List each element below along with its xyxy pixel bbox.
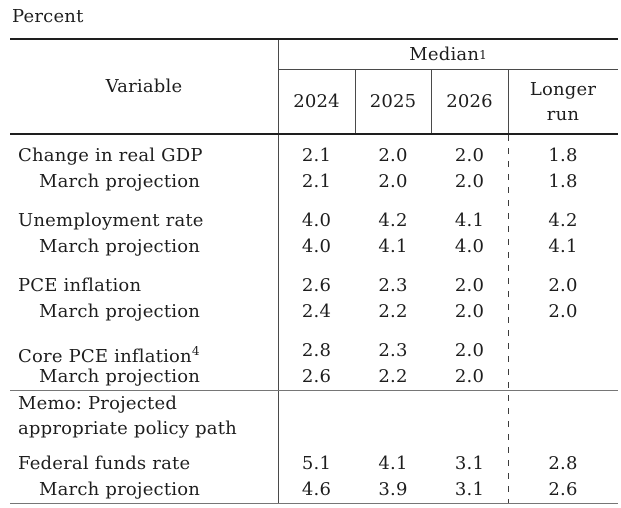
cell-value: 1.8 <box>548 145 578 166</box>
table-row: Federal funds rate 5.1 4.1 3.1 2.8 <box>10 451 618 477</box>
cell-value: 2.2 <box>378 301 408 322</box>
cell-value: 2.0 <box>378 145 408 166</box>
table-row: Core PCE inflation4 2.8 2.3 2.0 <box>10 338 618 367</box>
cell-value: 4.1 <box>454 210 485 231</box>
year-header-2025: 2025 <box>369 91 417 112</box>
cell-value: 2.4 <box>301 301 332 322</box>
row-label: Federal funds rate <box>18 453 191 474</box>
year-column-divider <box>355 69 356 133</box>
cell-value: 3.9 <box>378 479 408 500</box>
cell-value: 2.0 <box>548 275 578 296</box>
memo-label-line2: appropriate policy path <box>18 418 237 439</box>
memo-gap <box>10 441 618 451</box>
cell-value: 2.0 <box>548 301 578 322</box>
memo-section-rule <box>10 390 618 391</box>
cell-value: 2.0 <box>454 171 485 192</box>
row-label: March projection <box>39 366 201 387</box>
cell-value: 3.1 <box>454 453 485 474</box>
variable-header-label: Variable <box>105 76 183 97</box>
cell-value <box>508 338 618 364</box>
longer-run-header-line2: run <box>546 103 580 125</box>
cell-value: 4.2 <box>548 210 578 231</box>
cell-value: 2.8 <box>301 340 332 361</box>
economic-projections-table: Variable Median 1 2024 2025 2026 Longer r… <box>10 38 618 504</box>
footnote-marker: 1 <box>479 47 487 62</box>
row-label: March projection <box>39 236 201 257</box>
longer-run-column-divider <box>508 69 509 133</box>
variable-column-divider <box>278 40 279 503</box>
row-label: PCE inflation <box>18 275 142 296</box>
table-row: March projection 2.6 2.2 2.0 <box>10 364 618 390</box>
cell-value: 2.1 <box>301 171 332 192</box>
cell-value: 4.0 <box>454 236 485 257</box>
median-header-rule <box>278 69 618 70</box>
cell-value: 1.8 <box>548 171 578 192</box>
cell-value: 2.2 <box>378 366 408 387</box>
cell-value: 4.0 <box>301 210 332 231</box>
longer-run-dashed-divider <box>508 135 509 503</box>
cell-value: 2.1 <box>301 145 332 166</box>
row-label: Core PCE inflation4 <box>10 338 278 367</box>
table-row: PCE inflation 2.6 2.3 2.0 2.0 <box>10 273 618 299</box>
cell-value: 2.6 <box>548 479 578 500</box>
cell-value: 5.1 <box>301 453 332 474</box>
header-bottom-rule <box>10 133 618 135</box>
row-label-text: Core PCE inflation <box>18 346 192 367</box>
median-column-header: Median 1 <box>278 40 618 69</box>
footnote-marker: 4 <box>191 344 200 358</box>
cell-value: 4.0 <box>301 236 332 257</box>
memo-label-line1: Memo: Projected <box>18 393 178 414</box>
unit-label: Percent <box>12 6 84 27</box>
longer-run-header-line1: Longer <box>529 78 597 100</box>
row-label: Change in real GDP <box>18 145 203 166</box>
cell-value <box>508 364 618 390</box>
cell-value: 4.1 <box>548 236 578 257</box>
cell-value: 2.3 <box>378 340 408 361</box>
cell-value: 2.6 <box>301 275 332 296</box>
year-header-2026: 2026 <box>446 91 493 112</box>
cell-value: 2.6 <box>301 366 332 387</box>
row-label: March projection <box>39 479 201 500</box>
table-row: March projection 2.1 2.0 2.0 1.8 <box>10 169 618 195</box>
cell-value: 2.0 <box>378 171 408 192</box>
longer-run-column-header: Longer run <box>508 70 618 133</box>
cell-value: 4.2 <box>378 210 408 231</box>
row-label: March projection <box>39 301 201 322</box>
table-body: Change in real GDP 2.1 2.0 2.0 1.8 March… <box>10 135 618 390</box>
cell-value: 4.1 <box>378 236 408 257</box>
cell-value: 2.0 <box>454 340 485 361</box>
memo-section: Memo: Projected appropriate policy path … <box>10 391 618 503</box>
cell-value: 4.1 <box>378 453 408 474</box>
cell-value: 2.0 <box>454 145 485 166</box>
table-row: Change in real GDP 2.1 2.0 2.0 1.8 <box>10 143 618 169</box>
cell-value: 4.6 <box>301 479 332 500</box>
table-row: Unemployment rate 4.0 4.2 4.1 4.2 <box>10 208 618 234</box>
variable-column-header: Variable <box>10 40 278 133</box>
cell-value: 2.0 <box>454 301 485 322</box>
row-label: March projection <box>39 171 201 192</box>
table-row: March projection 2.4 2.2 2.0 2.0 <box>10 299 618 325</box>
cell-value: 2.3 <box>378 275 408 296</box>
row-label: Unemployment rate <box>18 210 204 231</box>
median-header-label: Median <box>409 44 480 65</box>
table-row: March projection 4.6 3.9 3.1 2.6 <box>10 477 618 503</box>
cell-value: 3.1 <box>454 479 485 500</box>
cell-value: 2.8 <box>548 453 578 474</box>
year-header-2024: 2024 <box>293 91 340 112</box>
cell-value: 2.0 <box>454 366 485 387</box>
year-column-divider <box>431 69 432 133</box>
table-row: March projection 4.0 4.1 4.0 4.1 <box>10 234 618 260</box>
cell-value: 2.0 <box>454 275 485 296</box>
